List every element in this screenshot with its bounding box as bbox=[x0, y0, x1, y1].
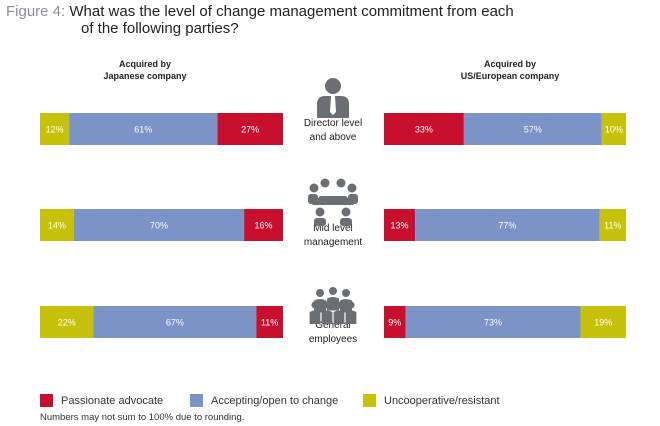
bar-group-1: 12% 61% 27% 33% 57% 10% Director level and abov… bbox=[40, 113, 626, 145]
legend-label-accepting: Accepting/open to change bbox=[211, 394, 339, 407]
japanese-bar-3-passionate-label: 11% bbox=[261, 318, 278, 328]
japanese-bar-1-uncooperative bbox=[40, 113, 70, 145]
left-column-header-line2: Japanese company bbox=[103, 71, 187, 81]
us-european-bar-3-accepting-label: 73% bbox=[484, 318, 502, 328]
japanese-bar-3-uncooperative bbox=[40, 306, 94, 338]
right-column-header-line1: Acquired by bbox=[483, 59, 536, 69]
us-european-bar-1-passionate-label: 33% bbox=[415, 125, 433, 135]
crowd-icon bbox=[309, 287, 357, 324]
us-european-bar-1-passionate bbox=[384, 113, 464, 145]
category-label-1-line-1: Director level bbox=[304, 118, 362, 129]
us-european-bar-1-uncooperative-label: 10% bbox=[605, 125, 623, 135]
us-european-bar-2-uncooperative bbox=[599, 209, 626, 241]
us-european-bar-1-uncooperative bbox=[601, 113, 626, 145]
category-label-3-line-1: General bbox=[315, 320, 351, 331]
japanese-bar-2-passionate bbox=[244, 209, 283, 241]
legend-item-passionate: Passionate advocate bbox=[40, 394, 163, 407]
us-european-bar-1-accepting bbox=[463, 113, 602, 145]
us-european-bar-3-passionate bbox=[384, 306, 406, 338]
us-european-bar-2-uncooperative-label: 11% bbox=[604, 221, 621, 231]
us-european-bar-3-uncooperative-label: 19% bbox=[594, 318, 612, 328]
right-column-header: Acquired by US/European company bbox=[440, 58, 580, 82]
chart-title: Figure 4: What was the level of change m… bbox=[6, 3, 606, 37]
japanese-bar-3-passionate bbox=[256, 306, 283, 338]
us-european-bar-1-accepting-label: 57% bbox=[524, 125, 542, 135]
legend-item-uncooperative: Uncooperative/resistant bbox=[363, 394, 500, 407]
right-column-header-line2: US/European company bbox=[460, 71, 560, 81]
japanese-bar-1-passionate-label: 27% bbox=[241, 125, 259, 135]
category-label-2-line-1: Mid level bbox=[313, 223, 352, 234]
legend-label-uncooperative: Uncooperative/resistant bbox=[384, 394, 500, 407]
us-european-bar-3-passionate-label: 9% bbox=[388, 318, 401, 328]
japanese-bar-3-accepting-label: 67% bbox=[166, 318, 184, 328]
left-column-header-line1: Acquired by bbox=[118, 59, 171, 69]
japanese-bar-3-accepting bbox=[93, 306, 257, 338]
us-european-bar-3-accepting bbox=[405, 306, 581, 338]
japanese-bar-2-uncooperative-label: 14% bbox=[48, 221, 66, 231]
legend-swatch-uncooperative bbox=[363, 394, 376, 407]
japanese-bar-2-accepting-label: 70% bbox=[150, 221, 168, 231]
us-european-bar-2-accepting-label: 77% bbox=[498, 221, 516, 231]
figure-label: Figure 4: bbox=[6, 3, 66, 20]
meeting-table-icon bbox=[308, 178, 358, 226]
japanese-bar-1-uncooperative-label: 12% bbox=[46, 125, 64, 135]
japanese-bar-2-accepting bbox=[74, 209, 245, 241]
us-european-bar-2-accepting bbox=[415, 209, 600, 241]
legend-item-accepting: Accepting/open to change bbox=[190, 394, 338, 407]
japanese-bar-2-passionate-label: 16% bbox=[255, 221, 273, 231]
us-european-bar-3-uncooperative bbox=[580, 306, 626, 338]
us-european-bar-2-passionate bbox=[384, 209, 416, 241]
japanese-bar-1-passionate bbox=[217, 113, 283, 145]
japanese-bar-2-uncooperative bbox=[40, 209, 75, 241]
legend-swatch-accepting bbox=[190, 394, 203, 407]
us-european-bar-2-passionate-label: 13% bbox=[391, 221, 409, 231]
bar-group-2: 14% 70% 16% 13% 77% 11% Mid level management bbox=[40, 209, 626, 248]
japanese-bar-3-uncooperative-label: 22% bbox=[58, 318, 76, 328]
category-label-1-line-2: and above bbox=[310, 132, 357, 143]
legend-swatch-passionate bbox=[40, 394, 53, 407]
japanese-bar-1-accepting-label: 61% bbox=[134, 125, 152, 135]
footnote: Numbers may not sum to 100% due to round… bbox=[40, 412, 245, 423]
figure-question-line2: of the following parties? bbox=[81, 20, 239, 37]
figure-question-line1: What was the level of change management … bbox=[69, 3, 514, 20]
single-person-icon bbox=[317, 78, 349, 118]
left-column-header: Acquired by Japanese company bbox=[90, 58, 200, 82]
category-label-2-line-2: management bbox=[304, 237, 363, 248]
category-label-3-line-2: employees bbox=[309, 334, 357, 345]
legend-label-passionate: Passionate advocate bbox=[61, 394, 164, 407]
bar-group-3: 22% 67% 11% 9% 73% 19% General employees bbox=[40, 306, 626, 345]
japanese-bar-1-accepting bbox=[69, 113, 218, 145]
